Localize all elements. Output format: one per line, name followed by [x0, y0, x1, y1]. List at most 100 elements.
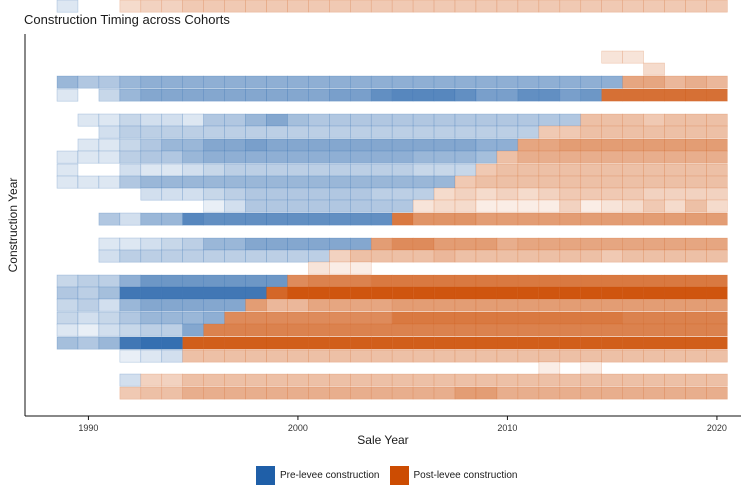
- heatmap-cell: [454, 113, 477, 127]
- heatmap-cell: [329, 212, 351, 226]
- heatmap-cells: [56, 0, 728, 400]
- heatmap-cell: [538, 274, 561, 288]
- heatmap-cell: [559, 373, 582, 387]
- heatmap-cell: [643, 199, 665, 213]
- heatmap-cell: [98, 75, 121, 89]
- heatmap-cell: [161, 113, 184, 127]
- heatmap-cell: [370, 323, 393, 337]
- heatmap-cell: [161, 150, 184, 164]
- heatmap-cell: [245, 249, 267, 263]
- heatmap-cell: [622, 336, 644, 350]
- heatmap-cell: [706, 373, 728, 387]
- heatmap-cell: [664, 237, 686, 251]
- heatmap-cell: [182, 187, 204, 201]
- heatmap-cell: [643, 274, 665, 288]
- heatmap-cell: [685, 150, 707, 164]
- heatmap-cell: [329, 286, 351, 300]
- heatmap-cell: [349, 373, 372, 387]
- heatmap-cell: [517, 125, 540, 139]
- heatmap-cell: [580, 187, 603, 201]
- heatmap-cell: [391, 199, 414, 213]
- heatmap-cell: [559, 323, 582, 337]
- heatmap-cell: [433, 150, 456, 164]
- heatmap-cell: [224, 349, 246, 363]
- heatmap-cell: [706, 249, 728, 263]
- heatmap-cell: [622, 75, 644, 89]
- heatmap-cell: [601, 187, 623, 201]
- heatmap-cell: [538, 125, 561, 139]
- heatmap-cell: [475, 286, 498, 300]
- heatmap-cell: [580, 163, 603, 177]
- heatmap-cell: [370, 373, 393, 387]
- heatmap-cell: [245, 373, 267, 387]
- heatmap-cell: [329, 323, 351, 337]
- heatmap-cell: [308, 249, 330, 263]
- heatmap-cell: [706, 323, 728, 337]
- heatmap-cell: [412, 199, 435, 213]
- heatmap-cell: [308, 274, 330, 288]
- heatmap-cell: [287, 150, 309, 164]
- heatmap-cell: [287, 88, 309, 102]
- heatmap-cell: [454, 75, 477, 89]
- heatmap-cell: [517, 323, 540, 337]
- heatmap-cell: [266, 386, 288, 400]
- heatmap-cell: [203, 175, 225, 189]
- heatmap-cell: [391, 336, 414, 350]
- heatmap-cell: [454, 199, 477, 213]
- heatmap-cell: [349, 212, 372, 226]
- heatmap-cell: [308, 187, 330, 201]
- heatmap-cell: [475, 125, 498, 139]
- heatmap-cell: [475, 373, 498, 387]
- heatmap-cell: [119, 298, 142, 312]
- heatmap-cell: [245, 386, 267, 400]
- heatmap-cell: [454, 349, 477, 363]
- heatmap-cell: [580, 249, 603, 263]
- heatmap-cell: [412, 286, 435, 300]
- heatmap-cell: [559, 163, 582, 177]
- heatmap-cell: [98, 336, 121, 350]
- heatmap-cell: [559, 386, 582, 400]
- heatmap-cell: [245, 323, 267, 337]
- heatmap-cell: [412, 138, 435, 152]
- heatmap-cell: [308, 298, 330, 312]
- heatmap-cell: [56, 274, 79, 288]
- heatmap-cell: [182, 175, 204, 189]
- heatmap-cell: [308, 125, 330, 139]
- heatmap-cell: [329, 349, 351, 363]
- heatmap-cell: [475, 274, 498, 288]
- heatmap-cell: [601, 113, 623, 127]
- heatmap-cell: [161, 323, 184, 337]
- heatmap-cell: [433, 249, 456, 263]
- heatmap-cell: [391, 88, 414, 102]
- heatmap-cell: [643, 62, 665, 76]
- heatmap-cell: [643, 113, 665, 127]
- heatmap-cell: [643, 373, 665, 387]
- heatmap-cell: [203, 349, 225, 363]
- heatmap-cell: [391, 125, 414, 139]
- heatmap-cell: [685, 286, 707, 300]
- heatmap-cell: [77, 150, 100, 164]
- heatmap-cell: [433, 138, 456, 152]
- heatmap-cell: [182, 212, 204, 226]
- heatmap-cell: [224, 237, 246, 251]
- heatmap-cell: [517, 237, 540, 251]
- heatmap-cell: [245, 150, 267, 164]
- heatmap-cell: [119, 75, 142, 89]
- heatmap-cell: [433, 298, 456, 312]
- heatmap-cell: [433, 323, 456, 337]
- heatmap-cell: [454, 150, 477, 164]
- heatmap-cell: [245, 75, 267, 89]
- heatmap-cell: [119, 386, 142, 400]
- heatmap-cell: [182, 125, 204, 139]
- heatmap-cell: [643, 386, 665, 400]
- heatmap-cell: [601, 286, 623, 300]
- heatmap-cell: [308, 311, 330, 325]
- heatmap-cell: [308, 138, 330, 152]
- heatmap-cell: [370, 0, 393, 13]
- heatmap-cell: [580, 298, 603, 312]
- heatmap-cell: [538, 88, 561, 102]
- heatmap-cell: [140, 75, 163, 89]
- heatmap-cell: [685, 249, 707, 263]
- heatmap-cell: [287, 125, 309, 139]
- heatmap-cell: [685, 298, 707, 312]
